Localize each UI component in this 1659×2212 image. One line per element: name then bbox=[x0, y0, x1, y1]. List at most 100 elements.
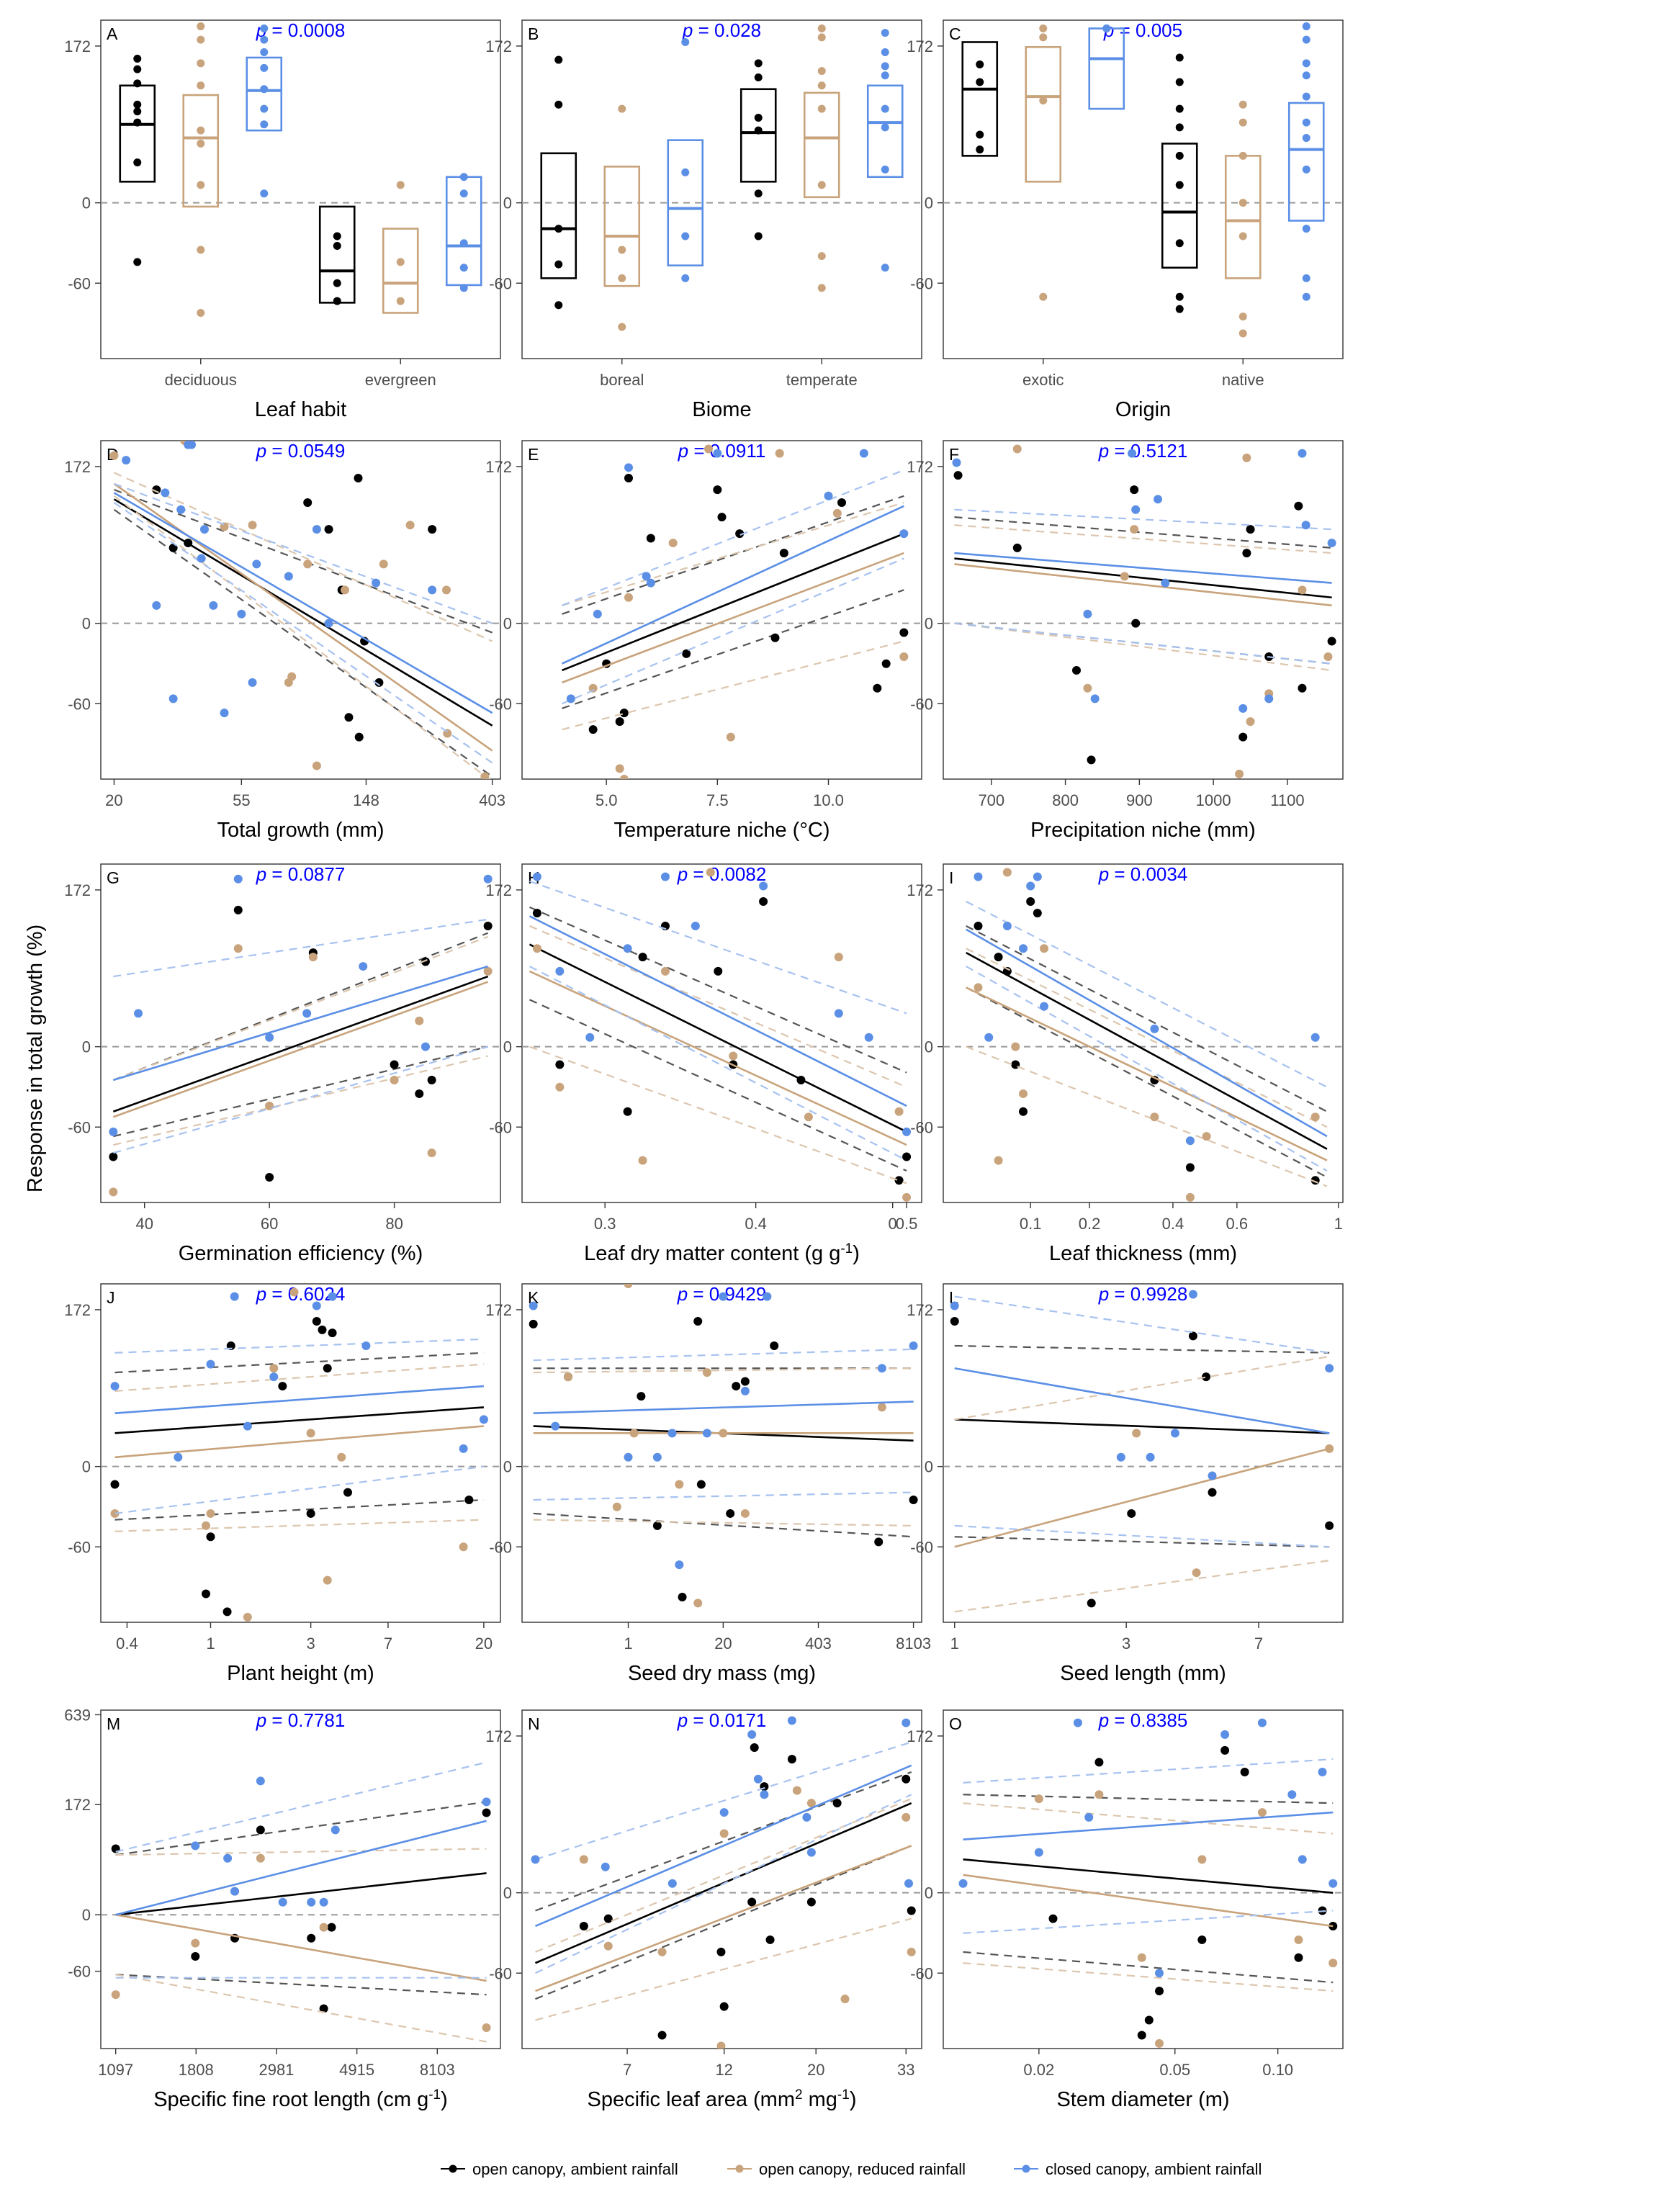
data-point bbox=[1039, 292, 1048, 301]
fit-line bbox=[954, 1447, 1330, 1548]
data-point bbox=[464, 1495, 474, 1504]
fit-line bbox=[529, 943, 907, 1133]
data-point bbox=[974, 872, 983, 881]
data-point bbox=[260, 24, 269, 33]
x-tick-label: 7.5 bbox=[706, 791, 729, 809]
data-point bbox=[817, 181, 826, 189]
data-point bbox=[1257, 1808, 1267, 1817]
data-point bbox=[287, 672, 297, 681]
y-axis-label: Response in total growth (%) bbox=[24, 925, 47, 1192]
data-point bbox=[1040, 944, 1049, 953]
data-point bbox=[754, 73, 763, 81]
x-axis-label: Stem diameter (m) bbox=[1056, 2088, 1229, 2111]
plot-area bbox=[966, 868, 1328, 1202]
y-tick-label: 0 bbox=[82, 1906, 91, 1924]
data-point bbox=[191, 1938, 200, 1948]
data-point bbox=[754, 59, 763, 68]
panel-frame bbox=[521, 1709, 922, 2049]
ci-upper-line bbox=[533, 1348, 914, 1362]
data-point bbox=[1257, 1718, 1267, 1727]
data-point bbox=[415, 1089, 424, 1098]
ci-upper-line bbox=[533, 1367, 914, 1374]
data-point bbox=[817, 81, 826, 90]
x-tick-label: 0.4 bbox=[1162, 1215, 1184, 1233]
ci-lower-line bbox=[533, 1519, 914, 1527]
data-point bbox=[646, 534, 655, 543]
data-point bbox=[243, 1612, 252, 1622]
data-point bbox=[1175, 151, 1184, 160]
data-point bbox=[1302, 225, 1310, 233]
data-point bbox=[615, 717, 624, 727]
legend-marker bbox=[1022, 2164, 1030, 2173]
data-point bbox=[726, 732, 735, 742]
data-point bbox=[902, 1812, 911, 1822]
data-point bbox=[881, 264, 889, 272]
ci-upper-line bbox=[562, 495, 904, 615]
data-point bbox=[197, 246, 205, 254]
data-point bbox=[642, 572, 651, 581]
data-point bbox=[1026, 896, 1035, 906]
ci-upper-line bbox=[963, 1758, 1334, 1784]
box bbox=[182, 94, 220, 208]
ci-upper-line bbox=[113, 918, 488, 978]
data-point bbox=[765, 1935, 775, 1944]
data-point bbox=[1328, 1959, 1338, 1968]
data-point bbox=[1298, 1855, 1307, 1864]
data-point bbox=[904, 1879, 914, 1888]
data-point bbox=[629, 1429, 639, 1438]
data-point bbox=[396, 297, 405, 305]
data-point bbox=[1185, 1163, 1195, 1172]
data-point bbox=[191, 1952, 200, 1961]
data-point bbox=[976, 130, 984, 139]
data-point bbox=[110, 1480, 120, 1489]
x-tick-label: 1000 bbox=[1196, 791, 1231, 809]
y-tick-label: -60 bbox=[489, 695, 512, 713]
y-tick-label: 0 bbox=[925, 194, 933, 212]
data-point bbox=[1154, 495, 1163, 504]
data-point bbox=[1175, 292, 1184, 301]
x-axis-label: Total growth (mm) bbox=[217, 819, 384, 842]
ci-lower-line bbox=[529, 966, 907, 1161]
legend: open canopy, ambient rainfall open canopy… bbox=[441, 2160, 1262, 2178]
ci-upper-line bbox=[562, 469, 904, 606]
data-point bbox=[1155, 2038, 1164, 2048]
data-point bbox=[532, 872, 541, 881]
data-point bbox=[1235, 769, 1244, 778]
y-tick-label: -60 bbox=[489, 1118, 512, 1136]
panel-b: -60 0 172 B p = 0.028 Biome boreal temperate bbox=[485, 19, 922, 421]
panel-e: -60 0 172 E p = 0.0911 Temperature niche (°C)… bbox=[485, 440, 922, 842]
data-point bbox=[109, 1127, 118, 1136]
y-tick-label: 0 bbox=[503, 194, 512, 212]
data-point bbox=[1264, 694, 1274, 703]
data-point bbox=[1246, 525, 1255, 534]
data-point bbox=[459, 264, 468, 272]
ci-lower-line bbox=[954, 622, 1332, 672]
data-point bbox=[184, 539, 193, 548]
fit-line bbox=[954, 552, 1332, 584]
data-point bbox=[1238, 100, 1247, 109]
data-point bbox=[902, 1152, 912, 1161]
data-point bbox=[197, 126, 205, 135]
data-point bbox=[675, 1560, 684, 1570]
data-point bbox=[201, 1589, 210, 1599]
x-tick-label: evergreen bbox=[365, 371, 436, 389]
data-point bbox=[459, 284, 468, 292]
data-point bbox=[243, 1421, 252, 1431]
data-point bbox=[1002, 921, 1012, 930]
data-point bbox=[483, 921, 493, 930]
data-point bbox=[1039, 24, 1048, 33]
box bbox=[1025, 46, 1062, 183]
fit-line bbox=[114, 1425, 485, 1459]
data-point bbox=[909, 1341, 918, 1350]
p-value: p = 0.7781 bbox=[256, 1709, 346, 1731]
data-point bbox=[421, 957, 430, 966]
ci-lower-line bbox=[966, 966, 1328, 1172]
x-tick-label: 7 bbox=[1254, 1635, 1263, 1653]
data-point bbox=[719, 1429, 728, 1438]
data-point bbox=[532, 944, 541, 953]
data-point bbox=[109, 1187, 118, 1197]
data-point bbox=[1298, 585, 1307, 595]
ci-lower-line bbox=[113, 1046, 488, 1154]
ci-lower-line bbox=[562, 640, 904, 731]
